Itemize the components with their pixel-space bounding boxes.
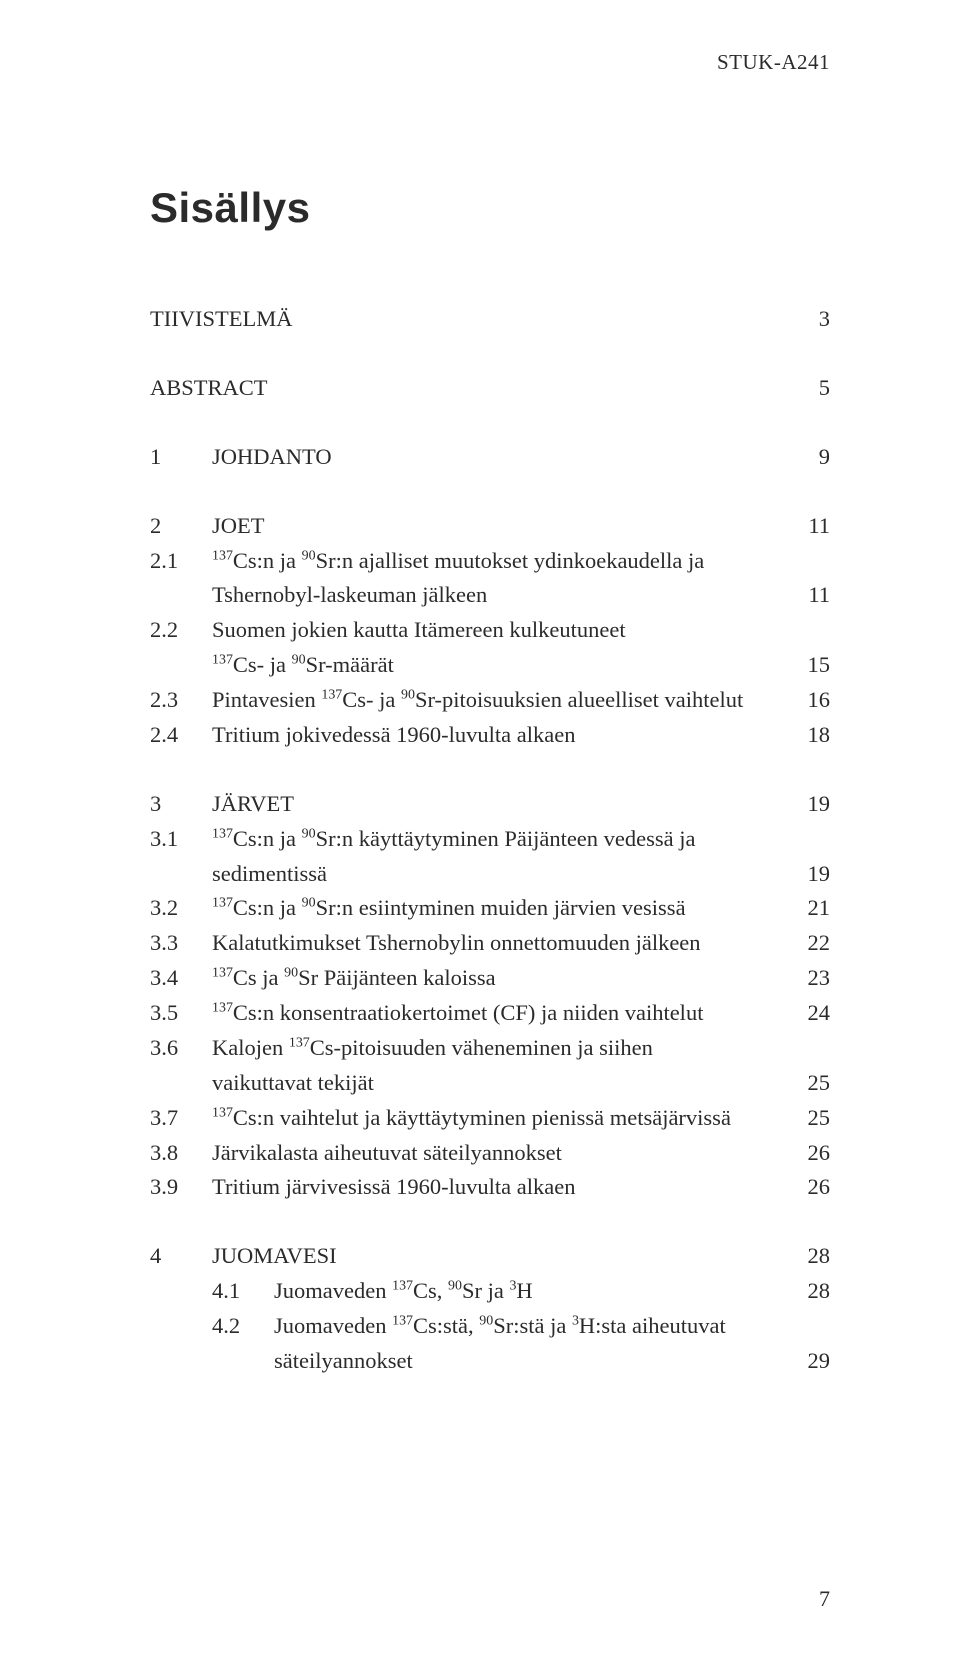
toc-entry-page: 28 bbox=[782, 1239, 830, 1274]
toc-sub-num: 2.2 bbox=[150, 613, 212, 648]
toc-entry-page: 26 bbox=[782, 1170, 830, 1205]
toc-sub-num: 3.5 bbox=[150, 996, 212, 1031]
toc-sub-num: 3.2 bbox=[150, 891, 212, 926]
toc-entry-page: 22 bbox=[782, 926, 830, 961]
toc-entry-page: 3 bbox=[782, 302, 830, 337]
toc-entry-page: 24 bbox=[782, 996, 830, 1031]
toc-entry-page: 23 bbox=[782, 961, 830, 996]
toc-sub-text: Tshernobyl-laskeuman jälkeen bbox=[212, 578, 782, 613]
toc-sub-text: Juomaveden 137Cs, 90Sr ja 3H bbox=[274, 1274, 782, 1309]
toc-sub-num: 2.3 bbox=[150, 683, 212, 718]
toc-sub-row: 2.3 Pintavesien 137Cs- ja 90Sr-pitoisuuk… bbox=[150, 683, 830, 718]
footer-page-number: 7 bbox=[819, 1586, 830, 1612]
toc-sub-text: Kalatutkimukset Tshernobylin onnettomuud… bbox=[212, 926, 782, 961]
page-title: Sisällys bbox=[150, 184, 830, 232]
toc-entry-page: 15 bbox=[782, 648, 830, 683]
toc-sub-row-cont: vaikuttavat tekijät 25 bbox=[150, 1066, 830, 1101]
toc-sub-text: 137Cs:n vaihtelut ja käyttäytyminen pien… bbox=[212, 1101, 782, 1136]
toc-chapter-title: JÄRVET bbox=[212, 787, 782, 822]
toc-entry-page bbox=[782, 544, 830, 579]
toc-sub-num: 2.4 bbox=[150, 718, 212, 753]
toc-entry-page: 25 bbox=[782, 1066, 830, 1101]
toc-sub-row: 4.2 Juomaveden 137Cs:stä, 90Sr:stä ja 3H… bbox=[150, 1309, 830, 1344]
toc-chapter-num: 4 bbox=[150, 1239, 212, 1274]
toc-sub-text: 137Cs:n ja 90Sr:n ajalliset muutokset yd… bbox=[212, 544, 782, 579]
toc-sub-row-cont: säteilyannokset 29 bbox=[150, 1344, 830, 1379]
toc-front-row: ABSTRACT 5 bbox=[150, 371, 830, 406]
toc-sub-num: 4.2 bbox=[212, 1309, 274, 1344]
toc-entry-page: 11 bbox=[782, 509, 830, 544]
toc-entry-page: 19 bbox=[782, 857, 830, 892]
toc-sub-text: 137Cs- ja 90Sr-määrät bbox=[212, 648, 782, 683]
toc-sub-text: Suomen jokien kautta Itämereen kulkeutun… bbox=[212, 613, 782, 648]
toc-sub-row: 3.5 137Cs:n konsentraatiokertoimet (CF) … bbox=[150, 996, 830, 1031]
toc-sub-row: 3.9 Tritium järvivesissä 1960-luvulta al… bbox=[150, 1170, 830, 1205]
page: STUK-A241 Sisällys TIIVISTELMÄ 3 ABSTRAC… bbox=[0, 0, 960, 1672]
toc-sub-num: 3.9 bbox=[150, 1170, 212, 1205]
toc-entry-page: 19 bbox=[782, 787, 830, 822]
toc-sub-text: Pintavesien 137Cs- ja 90Sr-pitoisuuksien… bbox=[212, 683, 782, 718]
toc-sub-row-cont: 137Cs- ja 90Sr-määrät 15 bbox=[150, 648, 830, 683]
toc-sub-row-cont: sedimentissä 19 bbox=[150, 857, 830, 892]
toc-chapter-num: 2 bbox=[150, 509, 212, 544]
toc-sub-num: 2.1 bbox=[150, 544, 212, 579]
toc-sub-text: 137Cs:n konsentraatiokertoimet (CF) ja n… bbox=[212, 996, 782, 1031]
toc-entry-page: 11 bbox=[782, 578, 830, 613]
toc-sub-row: 2.2 Suomen jokien kautta Itämereen kulke… bbox=[150, 613, 830, 648]
table-of-contents: TIIVISTELMÄ 3 ABSTRACT 5 1 JOHDANTO 9 2 … bbox=[150, 302, 830, 1379]
toc-chapter-row: 4 JUOMAVESI 28 bbox=[150, 1239, 830, 1274]
toc-sub-num: 4.1 bbox=[212, 1274, 274, 1309]
toc-chapter-title: JUOMAVESI bbox=[212, 1239, 782, 1274]
toc-entry-page: 18 bbox=[782, 718, 830, 753]
toc-sub-row: 3.7 137Cs:n vaihtelut ja käyttäytyminen … bbox=[150, 1101, 830, 1136]
toc-entry-page: 21 bbox=[782, 891, 830, 926]
toc-entry-page: 5 bbox=[782, 371, 830, 406]
toc-sub-text: Tritium jokivedessä 1960-luvulta alkaen bbox=[212, 718, 782, 753]
toc-sub-text: Kalojen 137Cs-pitoisuuden väheneminen ja… bbox=[212, 1031, 782, 1066]
toc-entry-label: TIIVISTELMÄ bbox=[150, 302, 782, 337]
toc-sub-num: 3.7 bbox=[150, 1101, 212, 1136]
toc-sub-num: 3.3 bbox=[150, 926, 212, 961]
toc-chapter-title: JOET bbox=[212, 509, 782, 544]
toc-sub-num: 3.8 bbox=[150, 1136, 212, 1171]
toc-sub-text: 137Cs ja 90Sr Päijänteen kaloissa bbox=[212, 961, 782, 996]
toc-sub-num: 3.6 bbox=[150, 1031, 212, 1066]
toc-chapter-num: 1 bbox=[150, 440, 212, 475]
toc-sub-num: 3.1 bbox=[150, 822, 212, 857]
toc-sub-row: 3.8 Järvikalasta aiheutuvat säteilyannok… bbox=[150, 1136, 830, 1171]
toc-entry-page: 29 bbox=[782, 1344, 830, 1379]
toc-entry-label: ABSTRACT bbox=[150, 371, 782, 406]
toc-chapter-num: 3 bbox=[150, 787, 212, 822]
toc-sub-row: 3.1 137Cs:n ja 90Sr:n käyttäytyminen Päi… bbox=[150, 822, 830, 857]
toc-sub-row-cont: Tshernobyl-laskeuman jälkeen 11 bbox=[150, 578, 830, 613]
toc-sub-text: sedimentissä bbox=[212, 857, 782, 892]
toc-sub-row: 2.4 Tritium jokivedessä 1960-luvulta alk… bbox=[150, 718, 830, 753]
toc-chapter-row: 3 JÄRVET 19 bbox=[150, 787, 830, 822]
toc-sub-row: 4.1 Juomaveden 137Cs, 90Sr ja 3H 28 bbox=[150, 1274, 830, 1309]
toc-sub-row: 3.3 Kalatutkimukset Tshernobylin onnetto… bbox=[150, 926, 830, 961]
toc-entry-page: 9 bbox=[782, 440, 830, 475]
toc-sub-text: 137Cs:n ja 90Sr:n käyttäytyminen Päijänt… bbox=[212, 822, 782, 857]
toc-sub-row: 2.1 137Cs:n ja 90Sr:n ajalliset muutokse… bbox=[150, 544, 830, 579]
toc-entry-page: 26 bbox=[782, 1136, 830, 1171]
toc-front-row: TIIVISTELMÄ 3 bbox=[150, 302, 830, 337]
toc-sub-text: 137Cs:n ja 90Sr:n esiintyminen muiden jä… bbox=[212, 891, 782, 926]
toc-sub-row: 3.4 137Cs ja 90Sr Päijänteen kaloissa 23 bbox=[150, 961, 830, 996]
toc-entry-page: 28 bbox=[782, 1274, 830, 1309]
toc-chapter-title: JOHDANTO bbox=[212, 440, 782, 475]
toc-sub-num: 3.4 bbox=[150, 961, 212, 996]
toc-sub-text: vaikuttavat tekijät bbox=[212, 1066, 782, 1101]
toc-chapter-row: 2 JOET 11 bbox=[150, 509, 830, 544]
toc-sub-text: Juomaveden 137Cs:stä, 90Sr:stä ja 3H:sta… bbox=[274, 1309, 782, 1344]
toc-entry-page: 16 bbox=[782, 683, 830, 718]
toc-sub-row: 3.6 Kalojen 137Cs-pitoisuuden vähenemine… bbox=[150, 1031, 830, 1066]
running-head: STUK-A241 bbox=[717, 50, 830, 75]
toc-sub-text: säteilyannokset bbox=[274, 1344, 782, 1379]
toc-sub-row: 3.2 137Cs:n ja 90Sr:n esiintyminen muide… bbox=[150, 891, 830, 926]
toc-sub-text: Järvikalasta aiheutuvat säteilyannokset bbox=[212, 1136, 782, 1171]
toc-chapter-row: 1 JOHDANTO 9 bbox=[150, 440, 830, 475]
toc-sub-text: Tritium järvivesissä 1960-luvulta alkaen bbox=[212, 1170, 782, 1205]
toc-entry-page: 25 bbox=[782, 1101, 830, 1136]
